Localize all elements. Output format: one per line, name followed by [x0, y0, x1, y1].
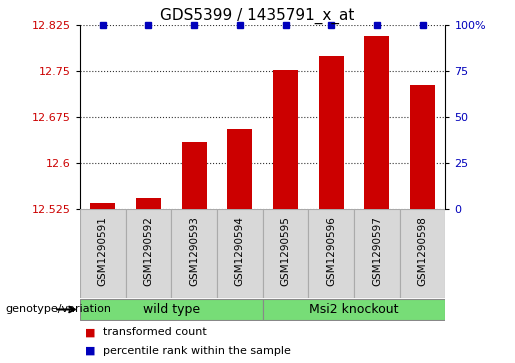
Bar: [90, 203, 115, 209]
Bar: [80, 209, 126, 298]
Bar: [319, 56, 344, 209]
Bar: [263, 299, 445, 320]
Text: percentile rank within the sample: percentile rank within the sample: [103, 346, 291, 356]
Text: GSM1290592: GSM1290592: [143, 216, 153, 286]
Bar: [171, 209, 217, 298]
Text: GSM1290598: GSM1290598: [418, 216, 427, 286]
Bar: [364, 36, 389, 209]
Bar: [80, 299, 263, 320]
Bar: [400, 209, 445, 298]
Bar: [136, 198, 161, 209]
Bar: [126, 209, 171, 298]
Text: ■: ■: [85, 327, 95, 337]
Text: GSM1290594: GSM1290594: [235, 216, 245, 286]
Text: GSM1290595: GSM1290595: [281, 216, 290, 286]
Bar: [308, 209, 354, 298]
Text: GSM1290593: GSM1290593: [189, 216, 199, 286]
Bar: [273, 70, 298, 209]
Text: GSM1290597: GSM1290597: [372, 216, 382, 286]
Bar: [354, 209, 400, 298]
Bar: [263, 209, 308, 298]
Text: ■: ■: [85, 346, 95, 356]
Text: Msi2 knockout: Msi2 knockout: [310, 303, 399, 316]
Text: wild type: wild type: [143, 303, 200, 316]
Text: GSM1290591: GSM1290591: [98, 216, 108, 286]
Text: GDS5399 / 1435791_x_at: GDS5399 / 1435791_x_at: [160, 8, 355, 24]
Text: GSM1290596: GSM1290596: [326, 216, 336, 286]
Bar: [227, 129, 252, 209]
Text: genotype/variation: genotype/variation: [5, 305, 111, 314]
Bar: [410, 85, 435, 209]
Bar: [217, 209, 263, 298]
Bar: [181, 142, 207, 209]
Text: transformed count: transformed count: [103, 327, 207, 337]
